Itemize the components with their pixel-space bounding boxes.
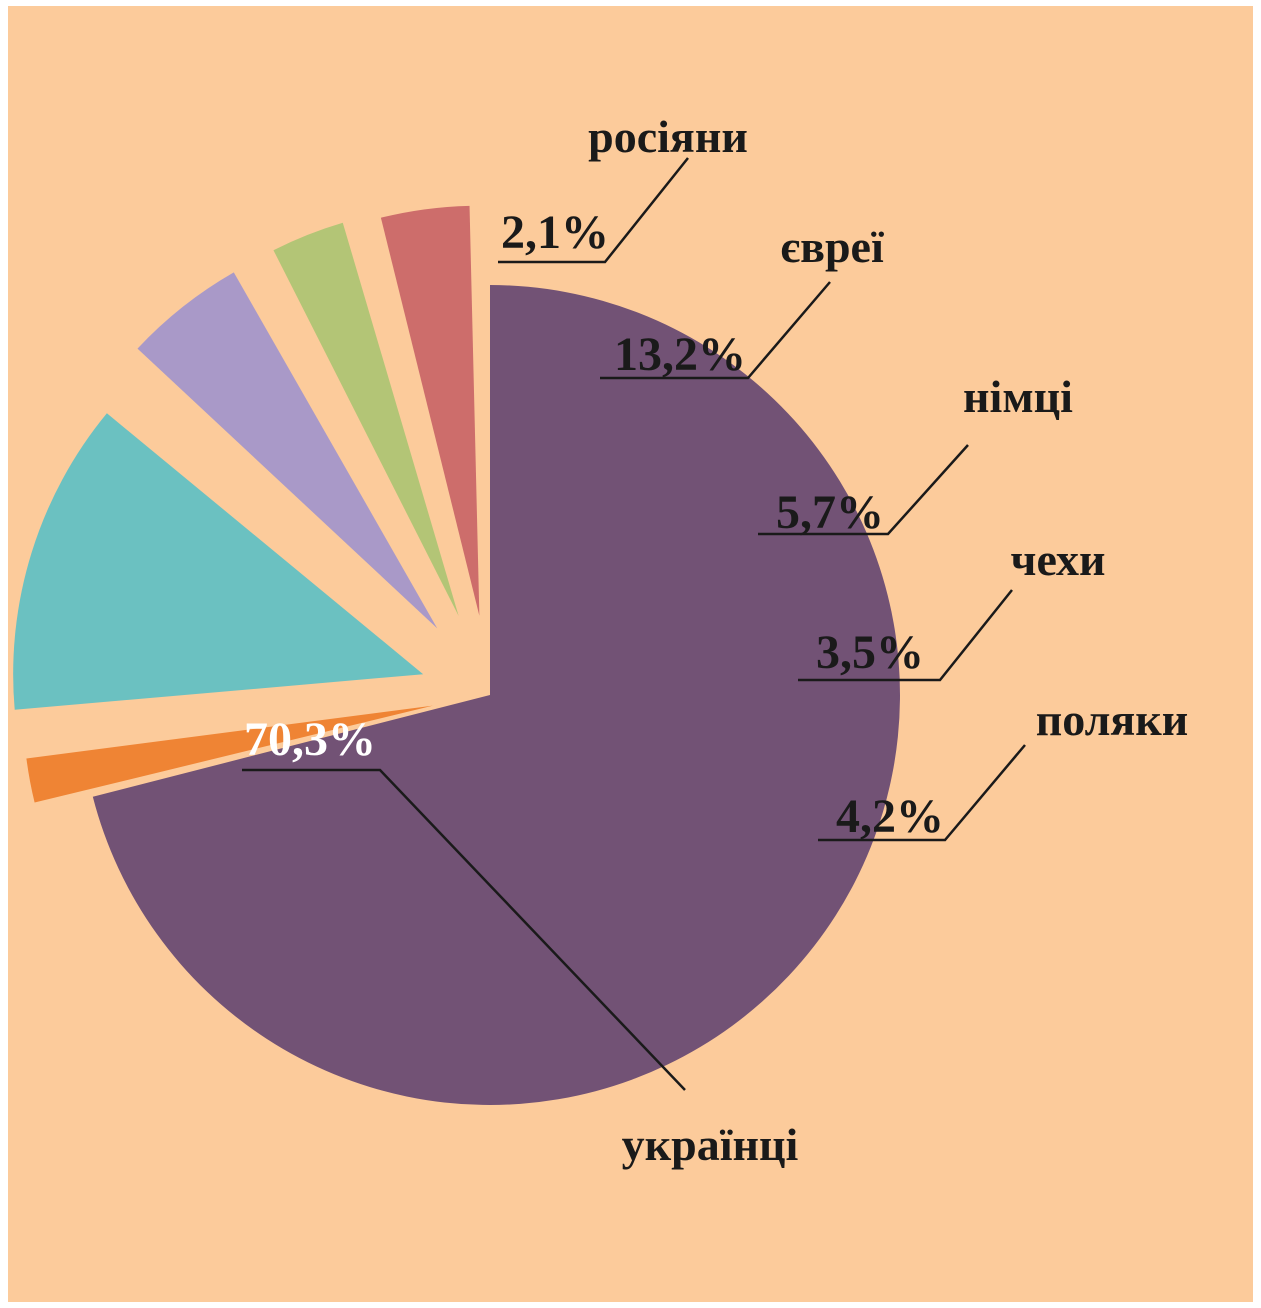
category-label-2: росіяни <box>588 111 748 162</box>
leader-line-4 <box>758 444 969 536</box>
pie-slice-4 <box>137 272 438 629</box>
value-label-3: 13,2% <box>614 328 746 381</box>
category-label-4: німці <box>963 371 1073 422</box>
value-label-1: 70,3% <box>244 713 376 766</box>
pie-slice-1 <box>92 285 900 1105</box>
leader-line-1 <box>242 768 686 1091</box>
category-label-1: українці <box>622 1119 799 1170</box>
labels-layer: 70,3% українці 2,1% росіяни 13,2% євреї 5,7% ні… <box>244 111 1188 1170</box>
pie-slice-2 <box>26 705 433 803</box>
value-label-6: 4,2% <box>836 790 944 843</box>
value-label-4: 5,7% <box>776 486 884 539</box>
category-label-3: євреї <box>780 221 884 272</box>
pie-slice-3 <box>13 413 424 710</box>
category-label-6: поляки <box>1036 694 1189 745</box>
slices-layer <box>13 205 900 1105</box>
value-label-2: 2,1% <box>501 206 609 259</box>
leader-line-3 <box>600 281 831 380</box>
leader-line-2 <box>498 157 689 264</box>
value-label-5: 3,5% <box>816 626 924 679</box>
leader-line-5 <box>798 589 1013 682</box>
pie-slice-5 <box>273 222 459 616</box>
pie-slice-6 <box>380 205 480 616</box>
leader-line-6 <box>818 744 1026 842</box>
leader-lines-layer <box>242 157 1026 1091</box>
category-label-5: чехи <box>1011 534 1106 585</box>
